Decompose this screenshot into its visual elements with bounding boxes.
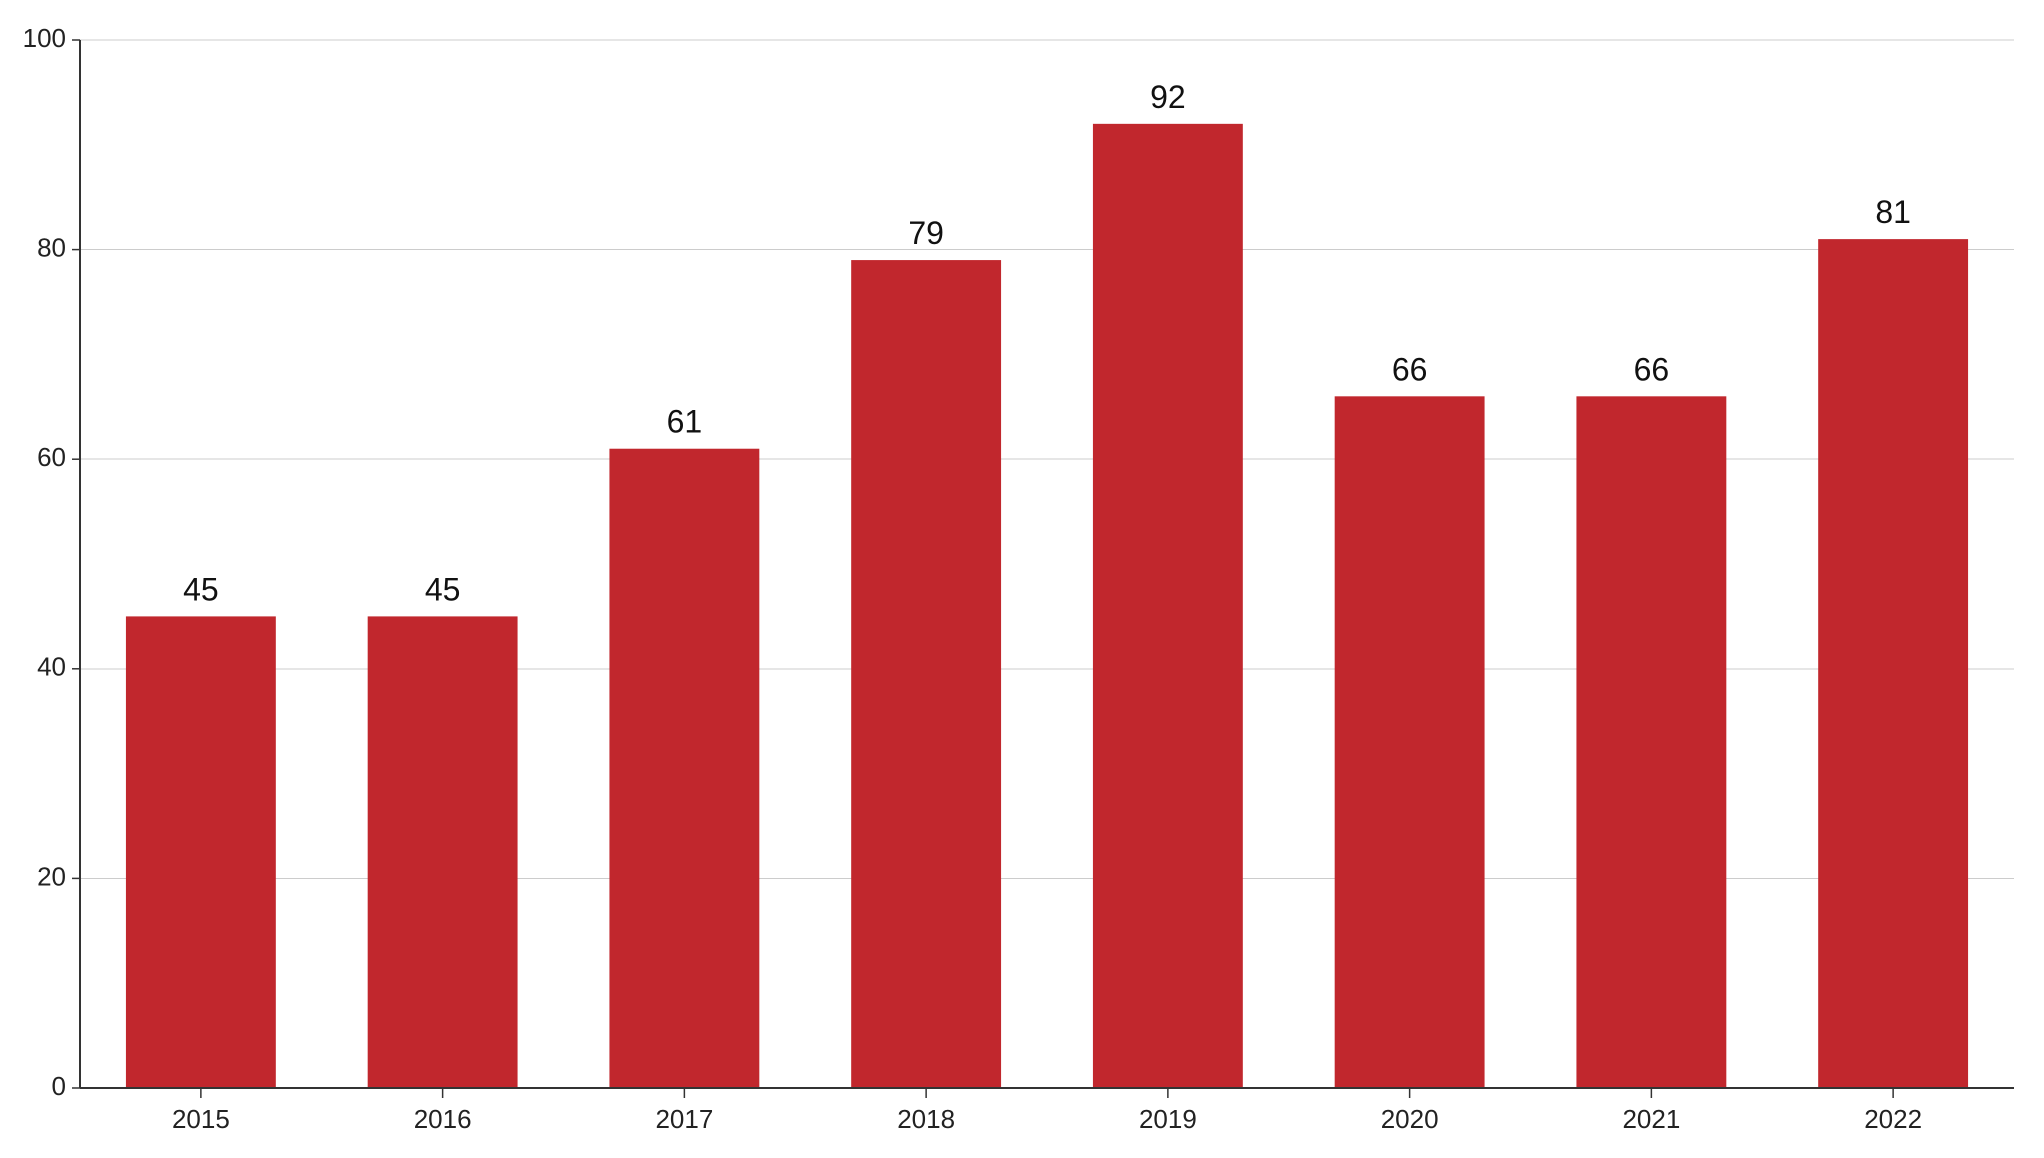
y-tick-label: 100 bbox=[23, 23, 66, 53]
bar-value-label: 79 bbox=[908, 215, 944, 251]
bar-value-label: 92 bbox=[1150, 79, 1186, 115]
bar bbox=[126, 616, 276, 1088]
bar bbox=[1818, 239, 1968, 1088]
bar bbox=[368, 616, 518, 1088]
x-tick-label: 2022 bbox=[1864, 1104, 1922, 1134]
x-tick-label: 2017 bbox=[655, 1104, 713, 1134]
chart-svg: 0 20 40 60 80 100 45 2015 45 2016 61 2017 79 2018 92 20… bbox=[0, 0, 2044, 1158]
bar bbox=[1576, 396, 1726, 1088]
bar bbox=[1093, 124, 1243, 1088]
x-tick-label: 2021 bbox=[1622, 1104, 1680, 1134]
bar-value-label: 61 bbox=[667, 404, 703, 440]
x-tick-label: 2015 bbox=[172, 1104, 230, 1134]
bar-value-label: 81 bbox=[1875, 194, 1911, 230]
x-tick-label: 2019 bbox=[1139, 1104, 1197, 1134]
y-tick-label: 60 bbox=[37, 442, 66, 472]
y-tick-label: 20 bbox=[37, 861, 66, 891]
y-tick-label: 80 bbox=[37, 232, 66, 262]
bar bbox=[1335, 396, 1485, 1088]
x-tick-label: 2018 bbox=[897, 1104, 955, 1134]
bar-value-label: 45 bbox=[425, 571, 461, 607]
bar bbox=[851, 260, 1001, 1088]
x-tick-label: 2020 bbox=[1381, 1104, 1439, 1134]
y-tick-label: 40 bbox=[37, 652, 66, 682]
bar-value-label: 66 bbox=[1634, 351, 1670, 387]
bar-value-label: 66 bbox=[1392, 351, 1428, 387]
y-tick-label: 0 bbox=[52, 1071, 66, 1101]
bar-chart: 0 20 40 60 80 100 45 2015 45 2016 61 2017 79 2018 92 20… bbox=[0, 0, 2044, 1158]
bar-value-label: 45 bbox=[183, 571, 219, 607]
x-tick-label: 2016 bbox=[414, 1104, 472, 1134]
chart-background bbox=[0, 0, 2044, 1158]
bar bbox=[609, 449, 759, 1088]
